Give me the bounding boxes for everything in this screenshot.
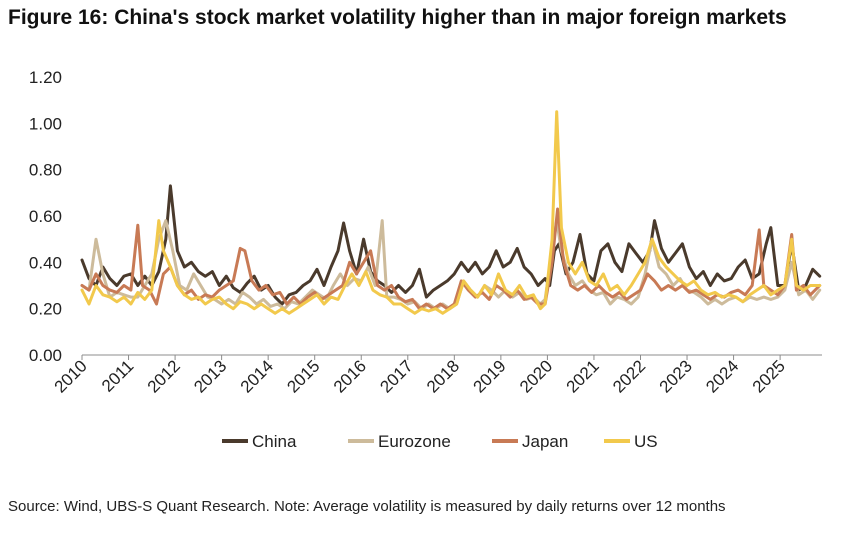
x-tick-label: 2024 bbox=[702, 356, 742, 396]
y-tick-label: 0.80 bbox=[29, 161, 62, 180]
series-group bbox=[80, 110, 822, 315]
y-tick-label: 1.00 bbox=[29, 114, 62, 133]
x-tick-label: 2017 bbox=[376, 356, 416, 396]
x-tick-label: 2021 bbox=[563, 356, 603, 396]
x-axis: 2010 2011 2012 2013 2014 2015 2016 2017 2018 2019… bbox=[51, 355, 789, 397]
x-tick-label: 2023 bbox=[656, 356, 696, 396]
legend: China Eurozone Japan US bbox=[222, 432, 658, 451]
x-tick-label: 2025 bbox=[749, 356, 789, 396]
legend-label-japan: Japan bbox=[522, 432, 568, 451]
y-axis: 0.00 0.20 0.40 0.60 0.80 1.00 1.20 bbox=[29, 68, 62, 365]
x-tick-label: 2011 bbox=[98, 356, 137, 395]
x-tick-label: 2020 bbox=[516, 356, 556, 396]
x-tick-label: 2014 bbox=[237, 356, 277, 396]
y-tick-label: 0.60 bbox=[29, 207, 62, 226]
legend-label-us: US bbox=[634, 432, 658, 451]
legend-label-china: China bbox=[252, 432, 297, 451]
y-tick-label: 1.20 bbox=[29, 68, 62, 87]
x-tick-label: 2019 bbox=[470, 356, 510, 396]
y-tick-label: 0.00 bbox=[29, 346, 62, 365]
series-line-china bbox=[80, 184, 822, 306]
x-tick-label: 2016 bbox=[330, 356, 370, 396]
x-tick-label: 2012 bbox=[144, 356, 184, 396]
legend-label-eurozone: Eurozone bbox=[378, 432, 451, 451]
source-note: Source: Wind, UBS-S Quant Research. Note… bbox=[8, 498, 726, 515]
figure-title: Figure 16: China's stock market volatili… bbox=[8, 6, 787, 29]
x-tick-label: 2015 bbox=[283, 356, 323, 396]
y-tick-label: 0.20 bbox=[29, 300, 62, 319]
y-tick-label: 0.40 bbox=[29, 253, 62, 272]
x-tick-label: 2018 bbox=[423, 356, 463, 396]
series-line-us bbox=[80, 110, 822, 315]
x-tick-label: 2022 bbox=[609, 356, 649, 396]
x-tick-label: 2013 bbox=[190, 356, 230, 396]
